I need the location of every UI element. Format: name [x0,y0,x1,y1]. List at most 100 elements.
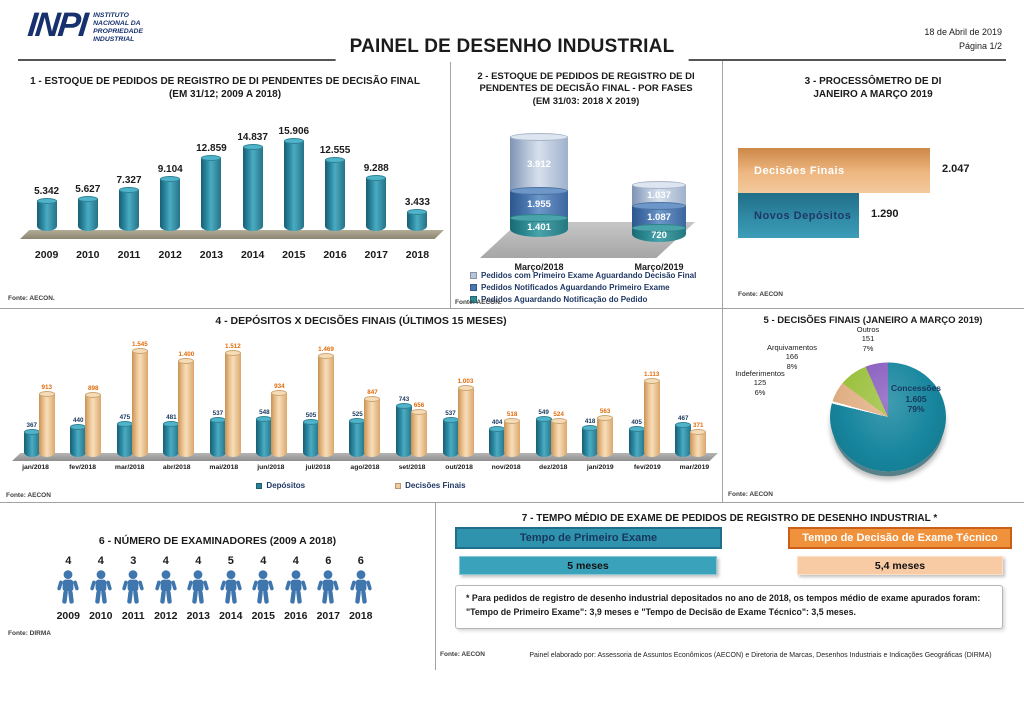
legend-swatch [470,296,477,303]
person-icon [315,570,341,606]
p3-value-0: 2.047 [942,163,970,175]
bar-group: 404 518 [481,411,528,457]
bar-value-label: 14.837 [237,132,268,143]
segment-value-label: 3.912 [527,158,551,170]
bar-column: 537 [209,410,226,457]
axis-label: Março/2019 [634,262,684,272]
slice-pct: 8% [786,361,798,371]
bar [131,348,148,457]
bar [442,417,459,457]
chart1-floor [20,230,444,239]
examiner-column: 3 2011 [117,555,150,622]
bar [23,429,40,457]
bar-value-label: 15.906 [278,126,310,137]
axis-label: out/2018 [445,464,473,471]
axis-label: nov/2018 [491,464,521,471]
panel-estoque-fases: 2 - ESTOQUE DE PEDIDOS DE REGISTRO DE DI… [450,63,722,308]
bar [675,422,692,457]
examiner-count: 4 [162,555,169,567]
legend-label: Decisões Finais [405,481,466,490]
bar-group: 12.859 [191,143,232,231]
chart4-legend: Depósitos Decisões Finais [0,481,722,490]
legend-item: Pedidos Notificados Aguardando Primeiro … [470,283,696,292]
footnote-line: "Tempo de Primeiro Exame": 3,9 meses e "… [466,606,856,617]
person-icon [250,570,276,606]
bar-value-label: 548 [259,409,270,416]
chart2-source: Fonte: AECON. [455,299,502,306]
report-date: 18 de Abril de 2019 [924,27,1002,37]
person-icon [218,570,244,606]
examiner-column: 4 2013 [182,555,215,622]
bar-column: 1.512 [224,343,241,457]
bar-column: 537 [442,410,459,457]
axis-label: jun/2018 [257,464,285,471]
axis-label: mai/2018 [209,464,239,471]
bar-column: 563 [597,408,614,457]
bar-value-label: 1.400 [178,351,195,358]
bar [535,416,552,457]
logo-line: INDUSTRIAL [93,36,135,44]
bar-column: 1.545 [131,341,148,457]
stack-segment: 1.037 [632,181,686,206]
bar [70,424,87,457]
bar-group: 3.433 [397,197,438,231]
bar [77,196,98,231]
bar-column: 549 [535,409,552,457]
examiner-count: 4 [65,555,72,567]
chart-subtitle: (EM 31/03: 2018 X 2019) [532,95,640,107]
bar-group: 537 1.512 [202,343,249,457]
axis-label: 2018 [349,610,373,622]
axis-label: 2011 [117,249,141,261]
axis-label: 2016 [323,249,347,261]
chart-title-line: JANEIRO A MARÇO 2019 [813,89,933,100]
chart4-source: Fonte: AECON [6,492,51,499]
stack-segment: 1.087 [632,202,686,228]
bar-value-label: 1.512 [225,343,241,350]
legend-item: Pedidos com Primeiro Exame Aguardando De… [470,271,696,280]
bar [256,416,273,457]
axis-label: mar/2019 [679,464,710,471]
person-icon [55,570,81,606]
p7-header-1: Tempo de Decisão de Exame Técnico [788,527,1012,549]
panel-processometro: 3 - PROCESSÔMETRO DE DI JANEIRO A MARÇO … [722,63,1024,308]
bar-group: 505 1.469 [295,346,342,457]
bar [119,187,139,231]
chart2-legend: Pedidos com Primeiro Exame Aguardando De… [470,271,696,307]
bar-column: 934 [271,383,288,457]
segment-value-label: 1.037 [647,190,671,201]
bar [690,429,707,457]
chart6-title: 6 - NÚMERO DE EXAMINADORES (2009 A 2018) [98,535,337,547]
segment-value-label: 1.955 [527,199,551,210]
person-icon [120,570,146,606]
bar-group: 9.288 [356,163,397,231]
examiner-count: 5 [227,555,234,567]
bar [160,176,181,231]
bar-value-label: 440 [73,417,84,424]
p3-value-1: 1.290 [871,208,899,220]
bar [489,426,506,457]
bar [242,144,263,231]
slice-value: 1.605 [905,393,927,404]
bar-value-label: 656 [413,402,425,409]
bar-column: 518 [504,411,521,457]
bar-column: 525 [349,411,366,457]
bar [85,392,102,457]
examiner-column: 4 2016 [280,555,313,622]
examiner-column: 6 2017 [312,555,345,622]
axis-label: 2018 [405,249,430,261]
chart1-years: 2009 2010 2011 2012 2013 2014 2015 2016 2017 2018 [26,249,438,261]
bar [163,421,180,457]
panel-estoque-anual: 1 - ESTOQUE DE PEDIDOS DE REGISTRO DE DI… [0,63,450,308]
logo-line: PROPRIEDADE [93,28,143,36]
pie-label-arquivamentos: Arquivamentos 166 8% [752,343,832,371]
bar-value-label: 505 [305,412,317,419]
bar-column: 548 [256,409,273,457]
examiner-count: 6 [325,555,332,567]
examiner-column: 4 2010 [85,555,118,622]
slice-pct: 79% [907,404,925,415]
bar [116,421,133,457]
axis-label: 2017 [364,249,388,261]
segment-value-label: 1.087 [647,211,671,223]
bar-value-label: 7.327 [116,175,142,186]
bar [325,157,346,231]
